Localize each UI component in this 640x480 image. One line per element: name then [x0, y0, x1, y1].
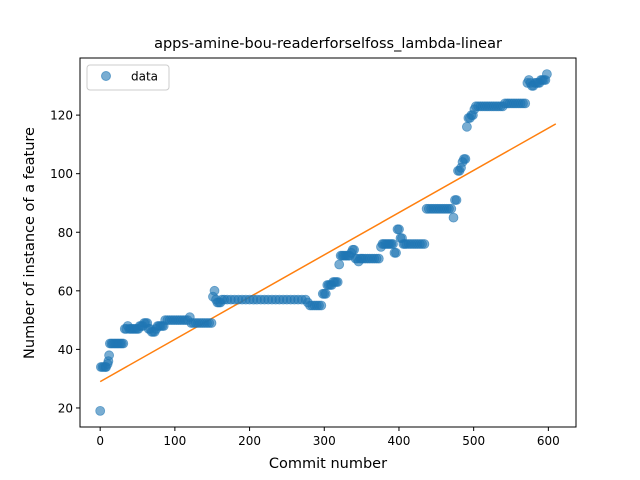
data-point: [334, 259, 345, 270]
x-tick-label: 500: [462, 434, 485, 448]
data-point: [332, 277, 343, 287]
data-point: [394, 224, 404, 235]
x-tick-label: 300: [313, 434, 336, 448]
data-point: [446, 203, 457, 214]
x-tick-label: 200: [238, 434, 261, 448]
data-point: [520, 98, 531, 109]
x-tick-label: 100: [163, 434, 186, 448]
data-point: [419, 239, 430, 249]
plot-area: [95, 69, 557, 416]
y-tick-label: 80: [58, 226, 73, 240]
data-point: [388, 239, 398, 249]
data-point: [373, 253, 384, 264]
y-axis-ticks: 20 40 60 80 100 120: [50, 109, 80, 415]
x-tick-label: 600: [537, 434, 560, 448]
data-point: [104, 350, 114, 361]
y-tick-label: 100: [50, 167, 73, 181]
data-point: [320, 288, 331, 299]
data-point: [542, 69, 552, 79]
legend-label-data: data: [131, 70, 158, 84]
y-tick-label: 20: [58, 401, 73, 415]
legend-marker: [101, 71, 111, 81]
x-tick-label: 400: [388, 434, 411, 448]
data-points-layer: [95, 69, 552, 416]
y-axis-label: Number of instance of a feature: [22, 127, 38, 359]
data-point: [206, 318, 217, 328]
data-point: [391, 247, 401, 258]
x-axis-label: Commit number: [269, 456, 387, 472]
fit-line: [99, 123, 557, 383]
data-point: [95, 405, 106, 416]
data-point: [316, 300, 327, 311]
y-tick-label: 40: [58, 343, 73, 357]
data-point: [451, 195, 462, 205]
data-point: [460, 154, 471, 164]
data-point: [461, 121, 472, 132]
axes-frame: [79, 57, 577, 428]
data-point: [118, 338, 129, 349]
y-tick-label: 120: [50, 109, 73, 123]
x-tick-label: 0: [96, 434, 104, 448]
x-axis-ticks: 0 100 200 300 400 500 600: [96, 427, 560, 448]
legend: data: [86, 64, 170, 91]
chart-title: apps-amine-bou-readerforselfoss_lambda-l…: [154, 36, 502, 52]
y-tick-label: 60: [58, 284, 73, 298]
data-point: [349, 244, 360, 255]
fit-line-layer: [99, 123, 557, 383]
data-point: [209, 285, 220, 296]
data-point: [448, 212, 459, 223]
